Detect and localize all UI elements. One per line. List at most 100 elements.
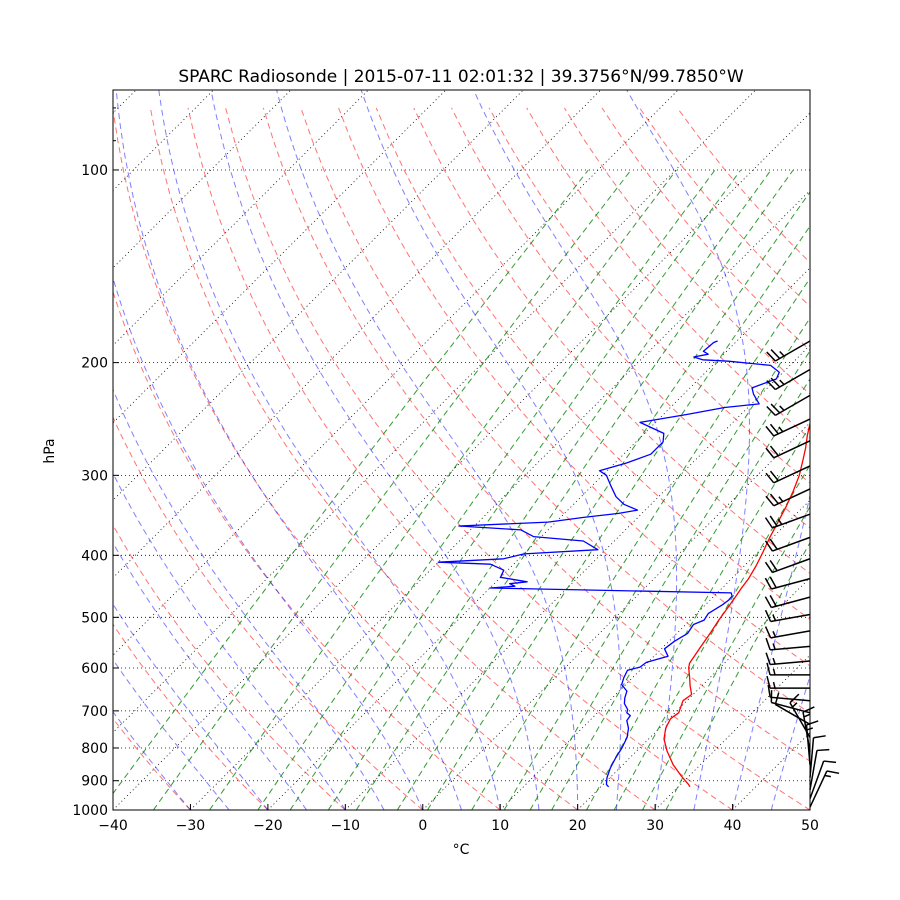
dry-adiabat-line: [113, 107, 579, 810]
wind-barb-full-flag: [764, 561, 774, 573]
dry-adiabat-line: [113, 717, 191, 810]
wind-barb-half-flag: [806, 727, 814, 731]
wind-barb-half-flag: [772, 614, 777, 621]
dry-adiabat-line: [488, 107, 810, 484]
wind-barb-full-flag: [766, 662, 771, 676]
wind-barb-shaft: [809, 760, 825, 799]
isotherm-line: [113, 90, 679, 656]
wind-barb-shaft: [770, 630, 811, 639]
wind-barb-shaft: [774, 340, 811, 362]
wind-barb-full-flag: [764, 609, 772, 622]
y-axis-ticks: 100 200 300 400 500 600 700 800 900 1000: [72, 107, 119, 819]
wind-barb-full-flag: [766, 405, 776, 416]
wind-barb-shaft: [772, 513, 811, 529]
mixing-ratio-line: [355, 169, 794, 810]
x-tick-label: 50: [801, 818, 819, 834]
wind-barb-shaft: [770, 660, 811, 666]
wind-barb-full-flag: [770, 349, 781, 359]
wind-barb-full-flag: [770, 403, 781, 414]
wind-barb-full-flag: [765, 495, 775, 507]
y-tick-label: 300: [81, 468, 108, 484]
wind-barb-half-flag: [791, 702, 798, 708]
x-axis-label: °C: [453, 842, 470, 858]
plot-frame: [112, 89, 811, 811]
isotherm-line: [113, 112, 810, 810]
dry-adiabat-line: [451, 107, 810, 529]
dry-adiabat-line: [113, 524, 346, 810]
dry-adiabat-line: [187, 107, 733, 810]
mixing-ratio-line: [642, 505, 810, 810]
wind-barb-full-flag: [806, 720, 819, 726]
wind-barb-full-flag: [770, 377, 781, 388]
wind-barb-half-flag: [772, 631, 777, 638]
isotherm-line: [113, 90, 447, 424]
wind-barb-full-flag: [816, 748, 830, 752]
wind-barb-full-flag: [764, 540, 774, 552]
x-tick-label: −40: [98, 818, 128, 834]
x-tick-label: 10: [491, 818, 509, 834]
mixing-ratio-line: [613, 464, 810, 810]
moist-adiabat-line: [473, 90, 678, 810]
wind-barb-full-flag: [769, 515, 778, 527]
wind-barb-full-flag: [764, 577, 773, 590]
wind-barb-half-flag: [778, 496, 784, 503]
wind-barb-shaft: [774, 394, 811, 417]
chart-title: SPARC Radiosonde | 2015-07-11 02:01:32 |…: [178, 67, 744, 87]
dry-adiabat-line: [113, 416, 424, 810]
moist-adiabat-line: [113, 388, 385, 810]
wind-barb-full-flag: [766, 675, 771, 689]
y-tick-label: 700: [81, 704, 108, 720]
wind-barb-shaft: [771, 577, 811, 590]
moist-adiabat-line: [113, 472, 346, 810]
dry-adiabat-line: [113, 290, 501, 810]
mixing-ratio-line: [665, 541, 810, 810]
wind-barb-half-flag: [824, 774, 832, 778]
mixing-ratio-line: [427, 225, 810, 810]
y-tick-label: 100: [81, 163, 108, 179]
x-tick-label: −20: [253, 818, 283, 834]
isotherm-line: [113, 90, 524, 501]
dry-adiabat-line: [338, 107, 810, 667]
mixing-ratio-line: [152, 169, 632, 810]
profiles: [437, 340, 810, 788]
wind-barb-half-flag: [772, 643, 776, 650]
mixing-ratio-line: [113, 169, 589, 795]
wind-barb-full-flag: [769, 445, 779, 457]
isotherm-line: [113, 90, 369, 346]
wind-barb-full-flag: [813, 735, 826, 739]
wind-barb-shaft: [805, 724, 811, 765]
moist-adiabat-line: [360, 90, 622, 810]
wind-barb-full-flag: [765, 472, 775, 484]
wind-barb-full-flag: [769, 470, 779, 482]
wind-barb-shaft: [773, 418, 811, 437]
mixing-ratio-line: [327, 169, 772, 810]
wind-barb-half-flag: [772, 681, 776, 689]
wind-barb-full-flag: [789, 693, 800, 704]
y-tick-label: 600: [81, 661, 108, 677]
wind-barb-full-flag: [764, 626, 772, 639]
wind-barb-full-flag: [766, 380, 776, 391]
wind-barb-full-flag: [769, 423, 779, 435]
isotherm-line: [190, 189, 810, 810]
wind-barb-full-flag: [765, 652, 771, 665]
wind-barb-shaft: [809, 737, 815, 778]
wind-barb-half-flag: [779, 350, 785, 357]
x-tick-label: 40: [724, 818, 742, 834]
x-axis-ticks: −40 −30 −20 −10 0 10 20 30 40 50: [98, 804, 819, 834]
wind-barb-shaft: [774, 368, 811, 391]
moist-adiabat-line: [276, 90, 579, 810]
x-tick-label: 20: [569, 818, 587, 834]
wind-barb-full-flag: [769, 493, 779, 505]
wind-barb-half-flag: [779, 379, 785, 386]
wind-barb-shaft: [771, 596, 811, 609]
moist-adiabat-line: [626, 90, 750, 810]
y-tick-label: 800: [81, 741, 108, 757]
wind-barb-full-flag: [769, 560, 778, 572]
dry-adiabat-line: [113, 623, 269, 810]
dewpoint-profile-line: [437, 340, 780, 788]
wind-barb-shaft: [772, 558, 811, 574]
wind-barb-half-flag: [778, 426, 784, 433]
wind-barb-shaft: [773, 440, 811, 459]
mixing-ratio-line: [209, 169, 677, 810]
